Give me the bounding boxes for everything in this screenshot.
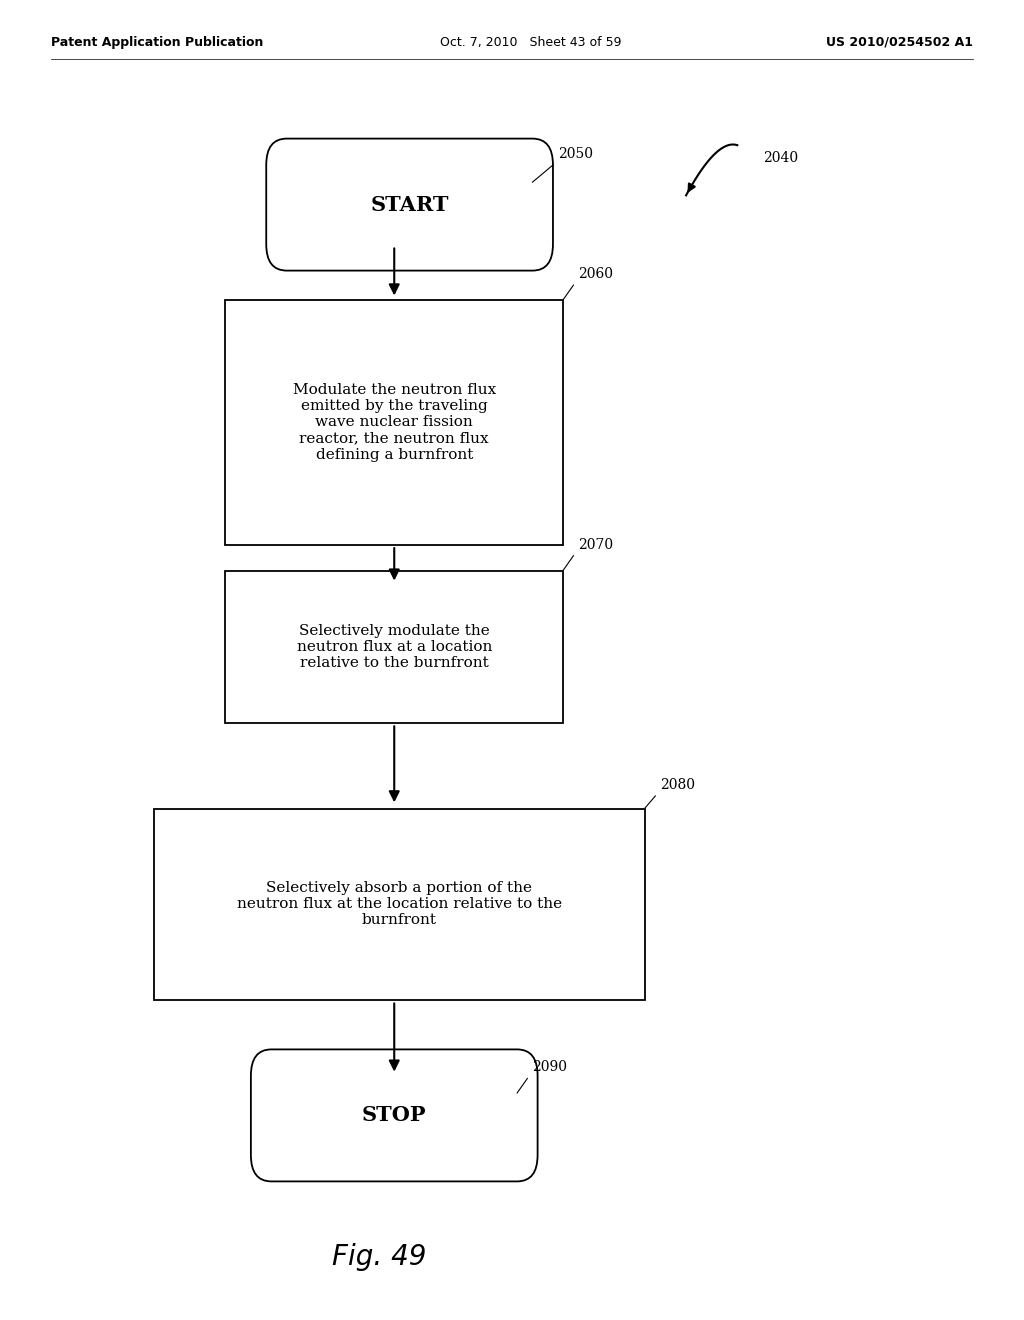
Bar [225,301,563,544]
Text: Fig. 49: Fig. 49 [332,1242,426,1271]
FancyBboxPatch shape [266,139,553,271]
Text: 2060: 2060 [579,267,613,281]
Text: Selectively absorb a portion of the
neutron flux at the location relative to the: Selectively absorb a portion of the neut… [237,880,562,928]
Text: Selectively modulate the
neutron flux at a location
relative to the burnfront: Selectively modulate the neutron flux at… [297,623,492,671]
Bar [154,808,645,1001]
Text: STOP: STOP [362,1105,426,1126]
Text: 2090: 2090 [532,1060,567,1074]
Text: US 2010/0254502 A1: US 2010/0254502 A1 [825,36,973,49]
Text: 2080: 2080 [660,777,695,792]
Text: 2050: 2050 [558,147,593,161]
Text: Oct. 7, 2010   Sheet 43 of 59: Oct. 7, 2010 Sheet 43 of 59 [440,36,622,49]
Text: 2040: 2040 [763,152,798,165]
Text: 2070: 2070 [579,537,613,552]
Text: Patent Application Publication: Patent Application Publication [51,36,263,49]
Text: START: START [371,194,449,215]
Bar [225,570,563,722]
Text: Modulate the neutron flux
emitted by the traveling
wave nuclear fission
reactor,: Modulate the neutron flux emitted by the… [293,383,496,462]
FancyBboxPatch shape [251,1049,538,1181]
